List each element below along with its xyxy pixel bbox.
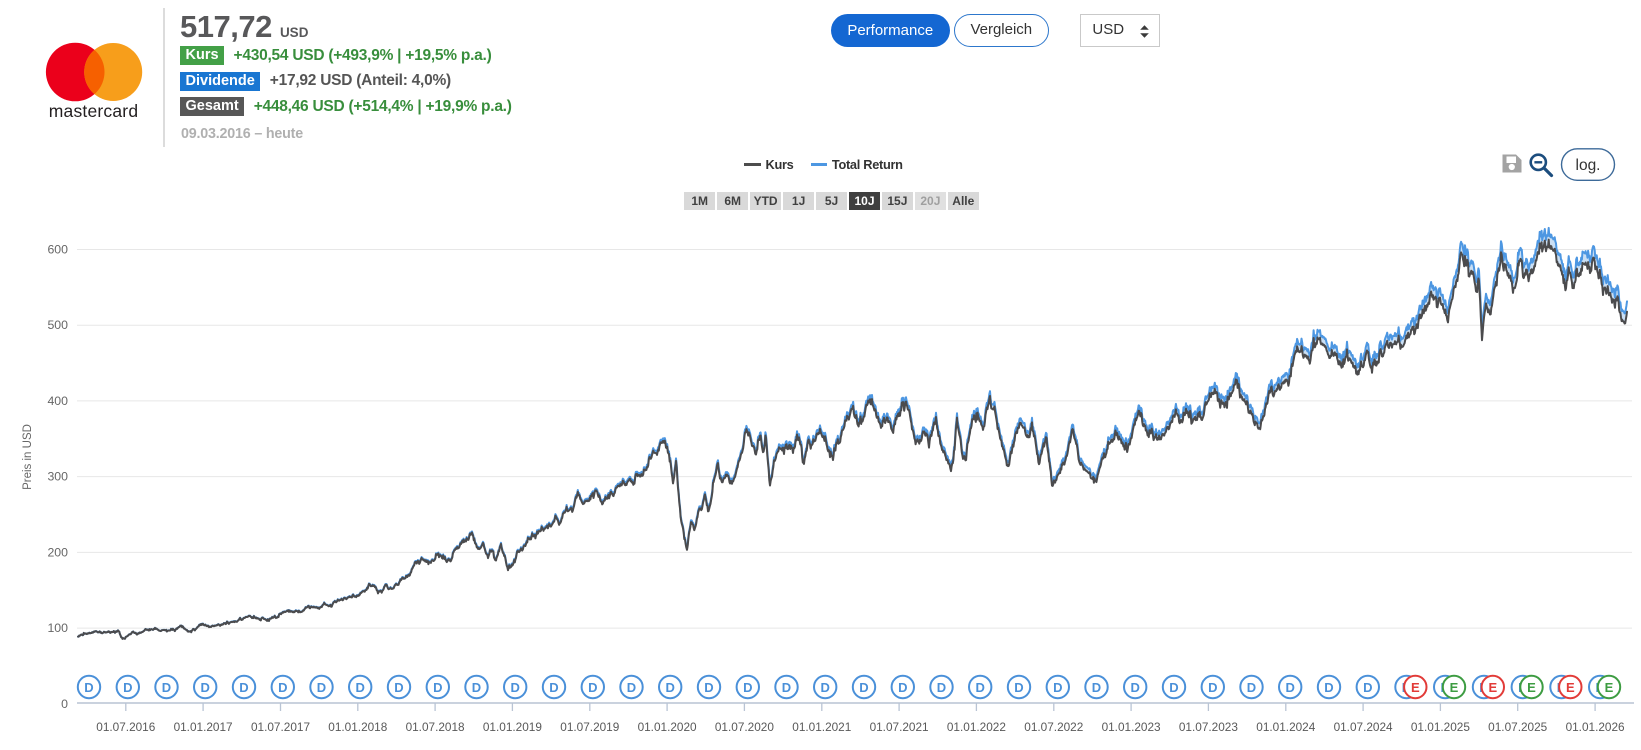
svg-text:D: D [1208,680,1217,695]
svg-text:01.07.2022: 01.07.2022 [1024,720,1083,734]
svg-text:E: E [1488,680,1497,695]
svg-text:300: 300 [47,470,68,484]
svg-text:D: D [239,680,248,695]
svg-text:01.07.2016: 01.07.2016 [96,720,155,734]
svg-text:D: D [937,680,946,695]
svg-text:D: D [1092,680,1101,695]
svg-text:E: E [1450,680,1459,695]
svg-text:D: D [394,680,403,695]
svg-text:D: D [549,680,558,695]
svg-text:01.07.2019: 01.07.2019 [560,720,619,734]
svg-text:01.01.2026: 01.01.2026 [1566,720,1625,734]
svg-text:D: D [356,680,365,695]
svg-text:01.01.2017: 01.01.2017 [174,720,233,734]
svg-text:01.07.2021: 01.07.2021 [870,720,929,734]
svg-text:D: D [1363,680,1372,695]
svg-text:200: 200 [47,545,68,559]
svg-text:D: D [201,680,210,695]
svg-text:01.01.2019: 01.01.2019 [483,720,542,734]
svg-text:0: 0 [61,697,68,711]
svg-text:D: D [1131,680,1140,695]
svg-text:log.: log. [1576,157,1601,174]
svg-text:D: D [859,680,868,695]
svg-text:D: D [84,680,93,695]
svg-text:D: D [704,680,713,695]
svg-text:600: 600 [47,243,68,257]
svg-text:D: D [627,680,636,695]
svg-text:D: D [782,680,791,695]
svg-text:D: D [1324,680,1333,695]
svg-text:01.01.2022: 01.01.2022 [947,720,1006,734]
svg-text:100: 100 [47,621,68,635]
svg-text:01.01.2021: 01.01.2021 [792,720,851,734]
svg-text:D: D [1014,680,1023,695]
svg-text:Preis in USD: Preis in USD [22,424,34,490]
svg-text:E: E [1527,680,1536,695]
svg-text:D: D [588,680,597,695]
svg-text:E: E [1411,680,1420,695]
svg-text:D: D [743,680,752,695]
svg-text:D: D [433,680,442,695]
svg-text:D: D [1286,680,1295,695]
svg-text:D: D [1169,680,1178,695]
svg-text:500: 500 [47,318,68,332]
svg-text:D: D [123,680,132,695]
svg-text:mastercard: mastercard [49,101,139,121]
svg-text:01.01.2025: 01.01.2025 [1411,720,1470,734]
svg-text:01.07.2024: 01.07.2024 [1334,720,1393,734]
svg-text:01.07.2018: 01.07.2018 [406,720,465,734]
svg-text:D: D [666,680,675,695]
svg-text:400: 400 [47,394,68,408]
svg-text:01.01.2024: 01.01.2024 [1256,720,1315,734]
svg-text:E: E [1605,680,1614,695]
svg-text:D: D [472,680,481,695]
svg-text:01.01.2023: 01.01.2023 [1102,720,1161,734]
svg-text:01.07.2025: 01.07.2025 [1488,720,1547,734]
svg-text:E: E [1566,680,1575,695]
svg-text:D: D [317,680,326,695]
svg-text:01.07.2023: 01.07.2023 [1179,720,1238,734]
svg-text:D: D [1247,680,1256,695]
svg-text:D: D [976,680,985,695]
svg-text:D: D [821,680,830,695]
svg-text:D: D [1053,680,1062,695]
svg-text:01.07.2017: 01.07.2017 [251,720,310,734]
svg-text:01.01.2018: 01.01.2018 [328,720,387,734]
svg-text:D: D [511,680,520,695]
svg-text:01.01.2020: 01.01.2020 [638,720,697,734]
svg-text:D: D [162,680,171,695]
svg-text:01.07.2020: 01.07.2020 [715,720,774,734]
svg-text:D: D [278,680,287,695]
svg-text:D: D [898,680,907,695]
